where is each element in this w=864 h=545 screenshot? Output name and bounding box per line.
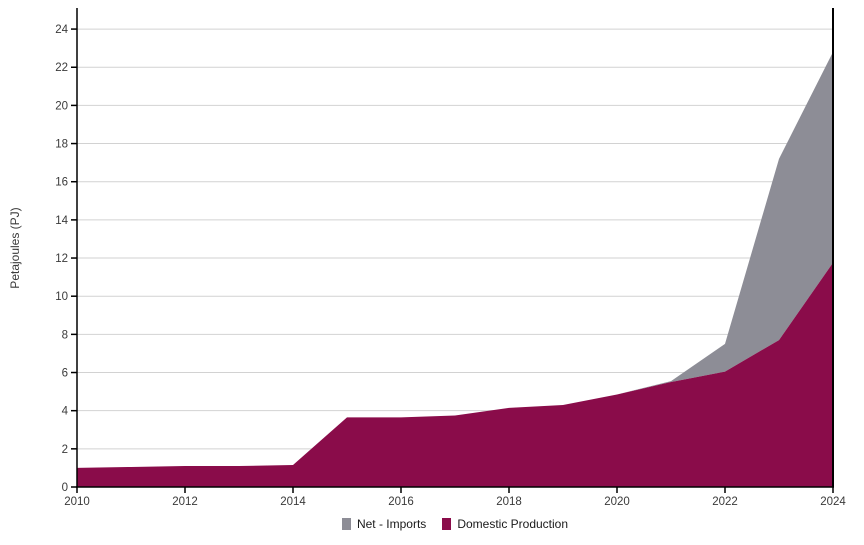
legend-label-net-imports: Net - Imports (356, 517, 427, 531)
y-tick-label: 6 (62, 368, 68, 380)
x-tick-label: 2014 (280, 496, 306, 508)
y-tick-label: 16 (55, 177, 68, 189)
legend-label-domestic-production: Domestic Production (457, 517, 569, 531)
y-tick-label: 24 (55, 24, 68, 36)
y-tick-label: 22 (55, 62, 68, 74)
x-tick-label: 2024 (820, 496, 846, 508)
legend-item-net-imports: Net - Imports (341, 517, 427, 531)
y-tick-label: 20 (55, 100, 68, 112)
gridlines (77, 28, 833, 450)
legend-swatch-net-imports (341, 518, 351, 530)
x-tick-label: 2018 (496, 496, 522, 508)
x-ticks: 2010 2012 2014 2016 2018 2020 2022 2024 (64, 487, 846, 508)
x-tick-label: 2012 (172, 496, 198, 508)
y-tick-label: 8 (62, 329, 68, 341)
y-tick-label: 10 (55, 291, 68, 303)
y-tick-label: 18 (55, 139, 68, 151)
y-axis-title: Petajoules (PJ) (8, 207, 22, 289)
y-tick-label: 14 (55, 215, 68, 227)
y-tick-label: 2 (62, 444, 68, 456)
y-tick-label: 0 (62, 482, 68, 494)
legend-item-domestic-production: Domestic Production (442, 517, 568, 531)
legend-swatch-domestic-production (442, 518, 452, 530)
legend: Net - Imports Domestic Production (77, 517, 833, 531)
x-tick-label: 2022 (712, 496, 738, 508)
x-tick-label: 2020 (604, 496, 630, 508)
x-tick-label: 2016 (388, 496, 414, 508)
domestic-production-area (77, 262, 833, 487)
x-tick-label: 2010 (64, 496, 90, 508)
y-tick-label: 12 (55, 253, 68, 265)
y-tick-label: 4 (62, 406, 69, 418)
